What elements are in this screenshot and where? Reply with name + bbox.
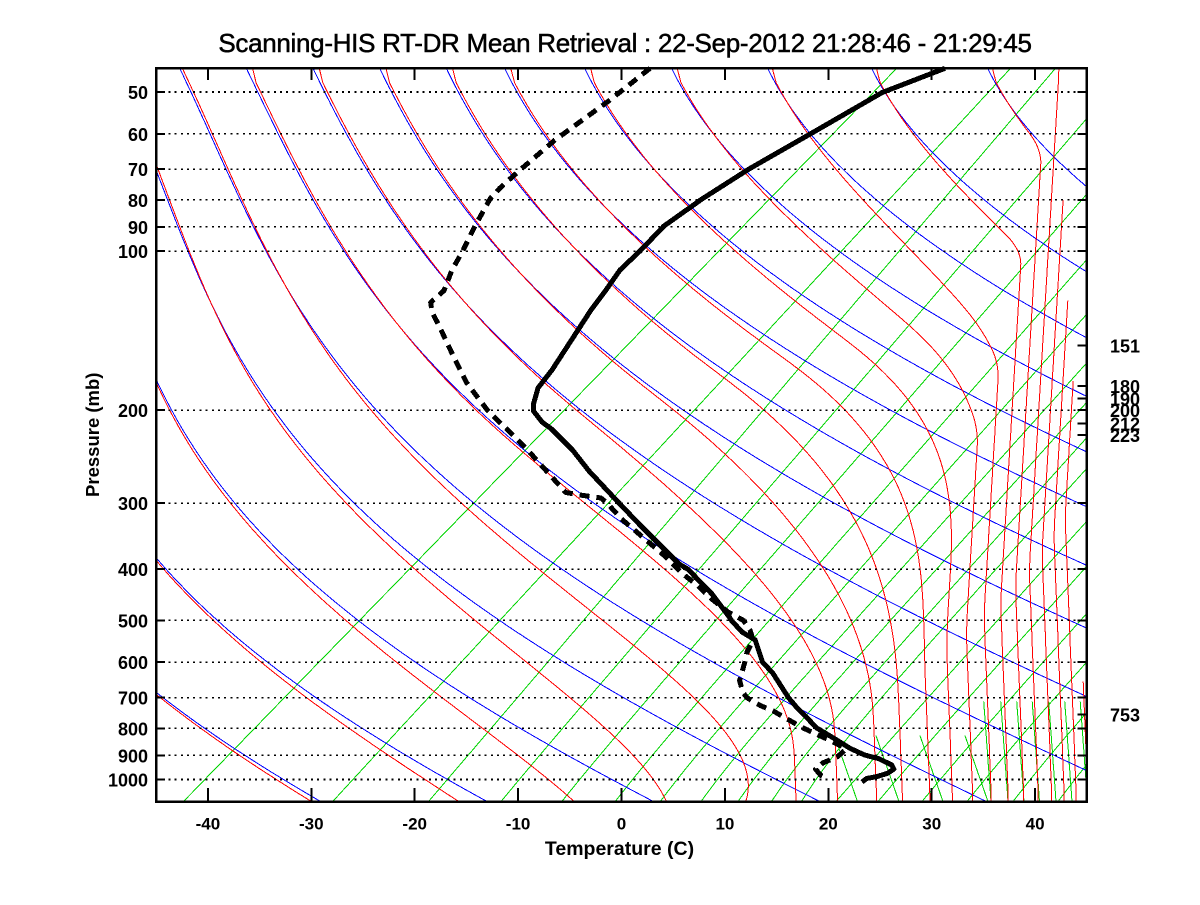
svg-text:900: 900 (118, 746, 148, 766)
svg-text:200: 200 (118, 401, 148, 421)
svg-text:753: 753 (1110, 705, 1140, 725)
svg-text:10: 10 (715, 814, 734, 833)
svg-text:Pressure (mb): Pressure (mb) (82, 373, 103, 497)
svg-text:151: 151 (1110, 337, 1140, 357)
svg-text:1000: 1000 (108, 770, 148, 790)
svg-text:50: 50 (128, 83, 148, 103)
svg-text:223: 223 (1110, 426, 1140, 446)
svg-text:Scanning-HIS RT-DR Mean Retrie: Scanning-HIS RT-DR Mean Retrieval : 22-S… (218, 28, 1031, 58)
svg-text:90: 90 (128, 218, 148, 238)
svg-text:0: 0 (617, 814, 626, 833)
svg-text:-30: -30 (299, 814, 324, 833)
svg-text:-40: -40 (196, 814, 221, 833)
svg-text:-10: -10 (506, 814, 531, 833)
svg-text:80: 80 (128, 191, 148, 211)
svg-text:Temperature (C): Temperature (C) (545, 838, 694, 860)
svg-text:600: 600 (118, 653, 148, 673)
svg-text:212: 212 (1110, 415, 1140, 435)
svg-text:60: 60 (128, 125, 148, 145)
svg-text:20: 20 (819, 814, 838, 833)
svg-text:500: 500 (118, 611, 148, 631)
svg-text:400: 400 (118, 560, 148, 580)
svg-text:-20: -20 (402, 814, 427, 833)
svg-text:100: 100 (118, 242, 148, 262)
svg-text:30: 30 (922, 814, 941, 833)
svg-text:800: 800 (118, 719, 148, 739)
svg-text:40: 40 (1026, 814, 1045, 833)
svg-text:180: 180 (1110, 377, 1140, 397)
svg-text:200: 200 (1110, 401, 1140, 421)
svg-text:300: 300 (118, 494, 148, 514)
svg-text:70: 70 (128, 160, 148, 180)
svg-text:190: 190 (1110, 389, 1140, 409)
svg-text:700: 700 (118, 689, 148, 709)
